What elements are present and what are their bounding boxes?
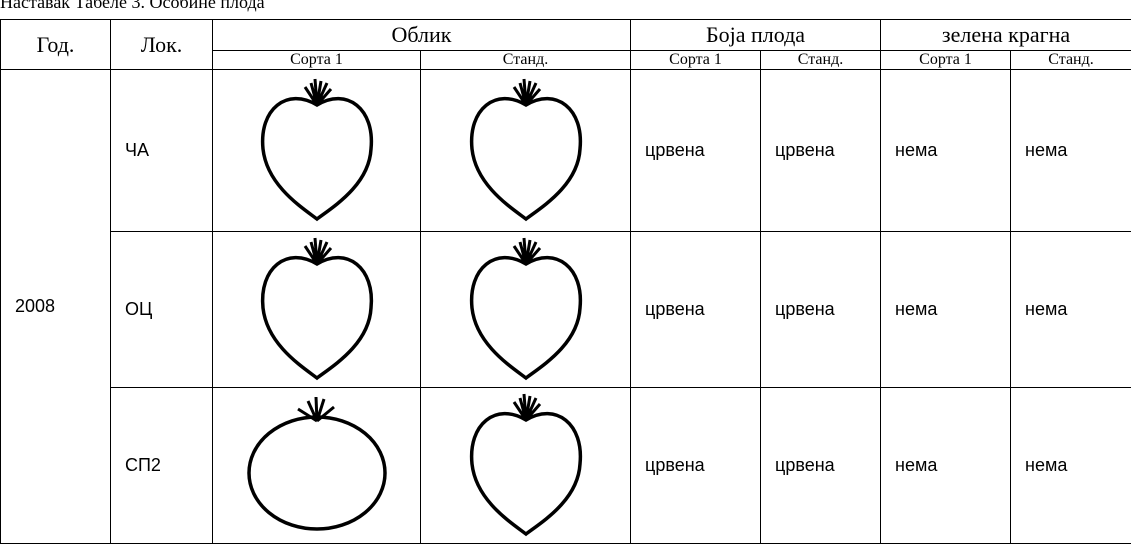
- shape-cell: [213, 70, 421, 232]
- subheader-cell: Сорта 1: [631, 51, 761, 70]
- value-cell: нема: [1011, 388, 1131, 544]
- subheader-cell: Сорта 1: [213, 51, 421, 70]
- shape-cell: [213, 388, 421, 544]
- header-cell: Боја плода: [631, 20, 881, 51]
- value-cell: црвена: [761, 232, 881, 388]
- fruit-heart: [461, 388, 591, 538]
- header-cell: зелена крагна: [881, 20, 1131, 51]
- fruit-heart: [252, 232, 382, 382]
- location-cell: СП2: [111, 388, 213, 544]
- value-cell: нема: [1011, 70, 1131, 232]
- value-cell: црвена: [761, 388, 881, 544]
- shape-cell: [213, 232, 421, 388]
- subheader-cell: Станд.: [761, 51, 881, 70]
- shape-cell: [421, 70, 631, 232]
- header-cell: Лок.: [111, 20, 213, 70]
- value-cell: нема: [881, 232, 1011, 388]
- location-cell: ОЦ: [111, 232, 213, 388]
- subheader-cell: Станд.: [421, 51, 631, 70]
- fruit-heart: [461, 232, 591, 382]
- value-cell: црвена: [631, 232, 761, 388]
- table: Год. Лок. Облик Боја плода зелена крагна…: [0, 19, 1131, 544]
- shape-cell: [421, 388, 631, 544]
- value-cell: нема: [881, 388, 1011, 544]
- value-cell: црвена: [631, 388, 761, 544]
- table-body: Год. Лок. Облик Боја плода зелена крагна…: [1, 20, 1131, 544]
- shape-cell: [421, 232, 631, 388]
- caption: Наставак Табеле 3. Особине плода: [0, 0, 265, 13]
- value-cell: црвена: [631, 70, 761, 232]
- page: Наставак Табеле 3. Особине плода Год. Ло…: [0, 0, 1131, 518]
- fruit-heart: [461, 73, 591, 223]
- header-cell: Год.: [1, 20, 111, 70]
- header-cell: Облик: [213, 20, 631, 51]
- location-cell: ЧА: [111, 70, 213, 232]
- value-cell: нема: [1011, 232, 1131, 388]
- fruit-round: [242, 393, 392, 533]
- subheader-cell: Сорта 1: [881, 51, 1011, 70]
- value-cell: нема: [881, 70, 1011, 232]
- value-cell: црвена: [761, 70, 881, 232]
- year-cell: 2008: [1, 70, 111, 544]
- fruit-heart: [252, 73, 382, 223]
- subheader-cell: Станд.: [1011, 51, 1131, 70]
